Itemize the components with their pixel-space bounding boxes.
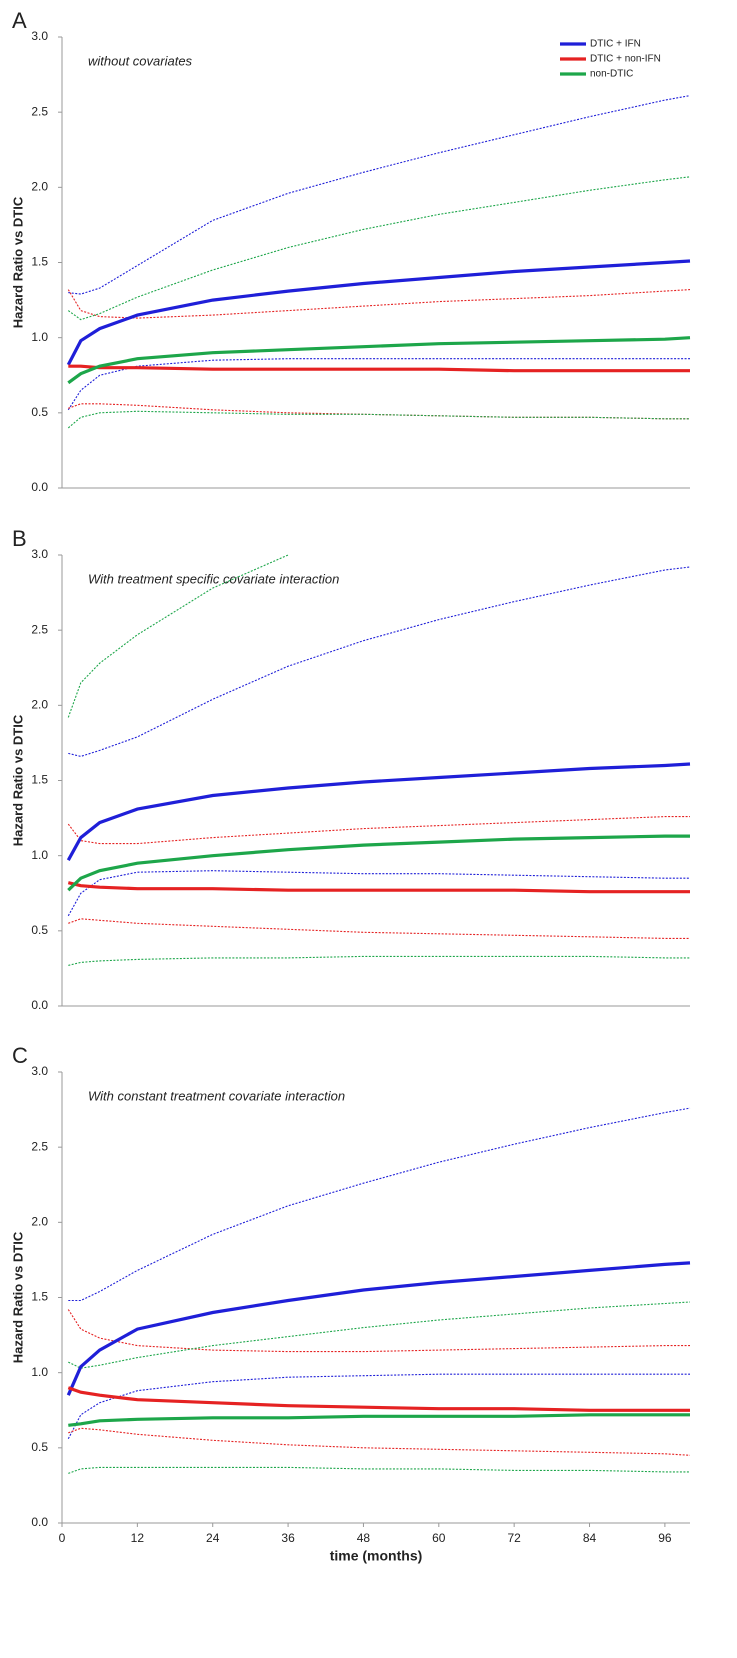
confidence-line — [67, 554, 289, 718]
x-tick-label: 24 — [206, 1531, 220, 1545]
y-tick-label: 3.0 — [31, 1064, 48, 1078]
confidence-line — [68, 95, 691, 295]
confidence-line — [67, 1373, 690, 1440]
x-tick-label: 60 — [432, 1531, 446, 1545]
panel-label: C — [12, 1043, 28, 1068]
y-tick-label: 0.0 — [31, 998, 48, 1012]
confidence-line — [67, 358, 690, 411]
x-tick-label: 12 — [131, 1531, 145, 1545]
hazard-line — [66, 259, 691, 366]
x-tick-label: 72 — [507, 1531, 521, 1545]
hazard-line — [67, 336, 691, 385]
hazard-line — [67, 881, 690, 894]
confidence-line — [68, 566, 691, 757]
confidence-line — [68, 1427, 691, 1456]
y-tick-label: 1.5 — [31, 255, 48, 269]
panel-label: A — [12, 8, 27, 33]
y-tick-label: 0.5 — [31, 405, 48, 419]
panel-label: B — [12, 526, 27, 551]
hazard-line — [66, 1261, 691, 1396]
x-tick-label: 84 — [583, 1531, 597, 1545]
y-tick-label: 1.0 — [31, 330, 48, 344]
annotation: With treatment specific covariate intera… — [88, 571, 339, 586]
y-tick-label: 1.0 — [31, 1365, 48, 1379]
y-tick-label: 0.0 — [31, 1515, 48, 1529]
annotation: With constant treatment covariate intera… — [88, 1088, 345, 1103]
y-axis-label: Hazard Ratio vs DTIC — [10, 196, 25, 328]
confidence-line — [67, 410, 690, 429]
x-axis-label: time (months) — [330, 1548, 423, 1564]
x-tick-label: 48 — [357, 1531, 371, 1545]
confidence-line — [68, 955, 690, 966]
y-tick-label: 1.0 — [31, 848, 48, 862]
confidence-line — [67, 289, 691, 319]
legend-label: DTIC + IFN — [590, 39, 641, 50]
y-tick-label: 2.0 — [31, 698, 48, 712]
y-tick-label: 3.0 — [31, 547, 48, 561]
hazard-line — [68, 364, 690, 373]
y-tick-label: 3.0 — [31, 29, 48, 43]
legend-label: non-DTIC — [590, 69, 633, 80]
confidence-line — [67, 176, 691, 321]
x-tick-label: 0 — [59, 1531, 66, 1545]
y-tick-label: 2.5 — [31, 1139, 48, 1153]
x-tick-label: 96 — [658, 1531, 672, 1545]
y-axis-label: Hazard Ratio vs DTIC — [10, 1231, 25, 1363]
y-tick-label: 2.5 — [31, 622, 48, 636]
confidence-line — [68, 1301, 691, 1369]
confidence-line — [68, 403, 690, 420]
y-tick-label: 0.0 — [31, 480, 48, 494]
x-tick-label: 36 — [281, 1531, 295, 1545]
hazard-line — [66, 762, 691, 861]
confidence-line — [67, 1309, 690, 1353]
y-tick-label: 1.5 — [31, 1290, 48, 1304]
y-axis-label: Hazard Ratio vs DTIC — [10, 714, 25, 846]
y-tick-label: 2.0 — [31, 1215, 48, 1229]
hazard-line — [67, 1386, 690, 1412]
y-tick-label: 2.0 — [31, 180, 48, 194]
confidence-line — [68, 1466, 690, 1474]
confidence-line — [68, 1107, 691, 1302]
y-tick-label: 0.5 — [31, 923, 48, 937]
y-tick-label: 0.5 — [31, 1440, 48, 1454]
hazard-line — [67, 834, 690, 892]
y-tick-label: 1.5 — [31, 773, 48, 787]
confidence-line — [67, 816, 690, 845]
annotation: without covariates — [88, 53, 193, 68]
legend-label: DTIC + non-IFN — [590, 54, 661, 65]
hazard-line — [68, 1413, 690, 1427]
confidence-line — [68, 918, 690, 939]
y-tick-label: 2.5 — [31, 104, 48, 118]
